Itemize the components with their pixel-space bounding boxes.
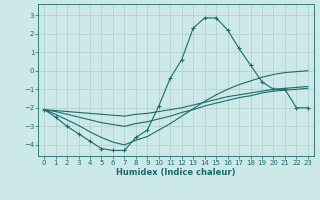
X-axis label: Humidex (Indice chaleur): Humidex (Indice chaleur) bbox=[116, 168, 236, 177]
